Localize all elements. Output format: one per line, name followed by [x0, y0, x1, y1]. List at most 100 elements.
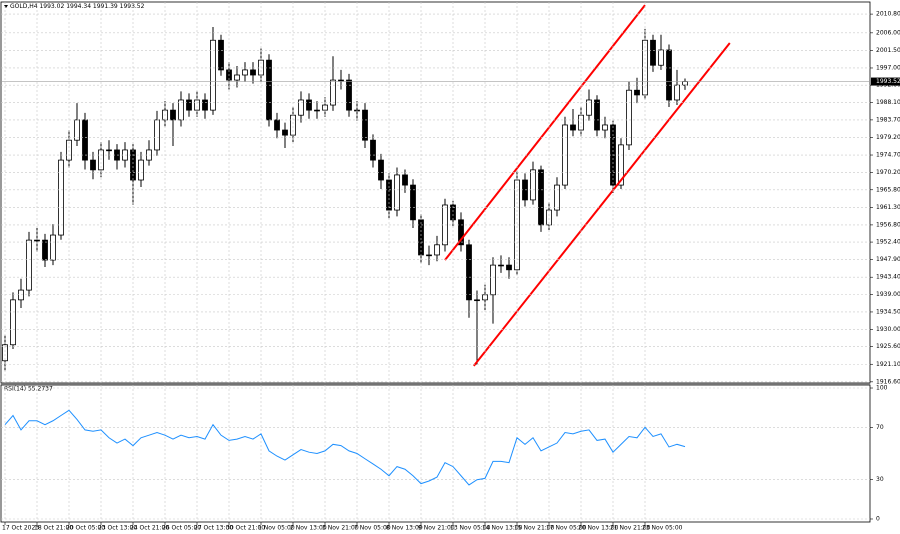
- candle-body: [50, 234, 56, 261]
- x-tick-label: 30 Oct 21:00: [226, 525, 265, 532]
- candle-body: [426, 254, 432, 257]
- y-tick-label: 1943.40: [876, 274, 900, 281]
- candle-body: [218, 39, 224, 71]
- candle-body: [602, 124, 608, 131]
- candle-body: [202, 99, 208, 111]
- main-frame: [0, 1, 871, 384]
- candle-body: [474, 299, 480, 302]
- candle-body: [394, 174, 400, 211]
- candle-body: [362, 109, 368, 141]
- x-tick-label: 15 Nov 21:00: [514, 525, 555, 532]
- y-tick-label: 1934.50: [876, 308, 900, 315]
- x-tick-label: 18 Oct 21:00: [34, 525, 73, 532]
- x-tick-label: 20 Oct 05:00: [66, 525, 105, 532]
- channel-line: [473, 42, 731, 367]
- candle-body: [682, 81, 688, 86]
- y-tick-label: 1952.40: [876, 239, 900, 246]
- candle-body: [346, 79, 352, 111]
- x-tick-label: 21 Nov 21:00: [610, 525, 651, 532]
- candle-body: [18, 289, 24, 301]
- candle-body: [674, 84, 680, 101]
- candle-body: [370, 139, 376, 161]
- candle-body: [2, 344, 8, 362]
- candle-body: [434, 244, 440, 256]
- x-tick-label: 8 Nov 13:00: [386, 525, 423, 532]
- y-tick-label: 1997.00: [876, 64, 900, 71]
- y-tick-label: 1974.70: [876, 152, 900, 159]
- candle-body: [170, 109, 176, 121]
- y-tick-label: 1916.60: [876, 378, 900, 385]
- x-tick-label: 14 Nov 13:00: [482, 525, 523, 532]
- candle-body: [90, 159, 96, 171]
- x-tick-label: 27 Oct 13:00: [194, 525, 233, 532]
- candle-body: [490, 264, 496, 296]
- x-tick-label: 9 Nov 21:00: [418, 525, 455, 532]
- last-price-label: 1993.52: [876, 78, 900, 85]
- candle-body: [130, 149, 136, 181]
- y-tick-label: 1970.20: [876, 169, 900, 176]
- candle-body: [58, 159, 64, 236]
- candle-body: [378, 159, 384, 181]
- rsi-frame: [0, 384, 871, 523]
- candle-body: [338, 79, 344, 82]
- y-tick-label: 1939.00: [876, 291, 900, 298]
- candle-body: [314, 109, 320, 112]
- y-tick-label: 1947.90: [876, 256, 900, 263]
- candle-body: [538, 169, 544, 226]
- candle-body: [570, 124, 576, 131]
- candle-body: [234, 74, 240, 81]
- candle-body: [330, 79, 336, 106]
- y-tick-label: 1930.00: [876, 326, 900, 333]
- x-tick-label: 26 Oct 05:00: [162, 525, 201, 532]
- y-tick-label: 1965.80: [876, 186, 900, 193]
- candle-body: [498, 264, 504, 267]
- candle-body: [42, 239, 48, 261]
- candle-body: [410, 184, 416, 221]
- candle-body: [186, 99, 192, 111]
- menu-arrow: [4, 5, 8, 8]
- candle-body: [594, 99, 600, 131]
- candle-body: [282, 129, 288, 136]
- candle-body: [506, 264, 512, 271]
- candle-body: [154, 119, 160, 151]
- candle-body: [106, 149, 112, 152]
- y-tick-label: 1983.70: [876, 116, 900, 123]
- y-tick-label: 2001.50: [876, 47, 900, 54]
- y-tick-label: 1921.10: [876, 361, 900, 368]
- candle-body: [666, 49, 672, 101]
- price-plot: [1, 4, 870, 371]
- candle-body: [74, 119, 80, 141]
- candle-body: [554, 184, 560, 211]
- candle-body: [210, 39, 216, 111]
- candle-body: [298, 99, 304, 116]
- candle-body: [458, 219, 464, 246]
- candle-body: [634, 89, 640, 96]
- y-tick-label: 100: [876, 385, 888, 392]
- candle-body: [466, 244, 472, 301]
- candle-body: [650, 39, 656, 66]
- candle-body: [274, 119, 280, 131]
- y-tick-label: 2006.00: [876, 29, 900, 36]
- candle-body: [266, 59, 272, 121]
- x-tick-label: 17 Nov 05:00: [546, 525, 587, 532]
- candle-body: [586, 99, 592, 116]
- x-tick-label: 13 Nov 05:00: [450, 525, 491, 532]
- candle-body: [530, 169, 536, 201]
- candle-body: [626, 89, 632, 146]
- channel-line: [444, 4, 646, 261]
- x-tick-label: 2 Nov 13:00: [290, 525, 327, 532]
- rsi-title: RSI(14) 55.2737: [4, 386, 53, 393]
- x-tick-label: 1 Nov 05:00: [258, 525, 295, 532]
- candle-body: [658, 49, 664, 66]
- candle-body: [194, 99, 200, 111]
- candle-body: [306, 99, 312, 111]
- y-tick-label: 30: [876, 476, 884, 483]
- x-tick-label: 7 Nov 05:00: [354, 525, 391, 532]
- x-tick-label: 3 Nov 21:00: [322, 525, 359, 532]
- candle-body: [82, 119, 88, 161]
- last-price-box: [871, 77, 900, 86]
- x-tick-label: 23 Nov 05:00: [642, 525, 683, 532]
- y-tick-label: 1956.80: [876, 221, 900, 228]
